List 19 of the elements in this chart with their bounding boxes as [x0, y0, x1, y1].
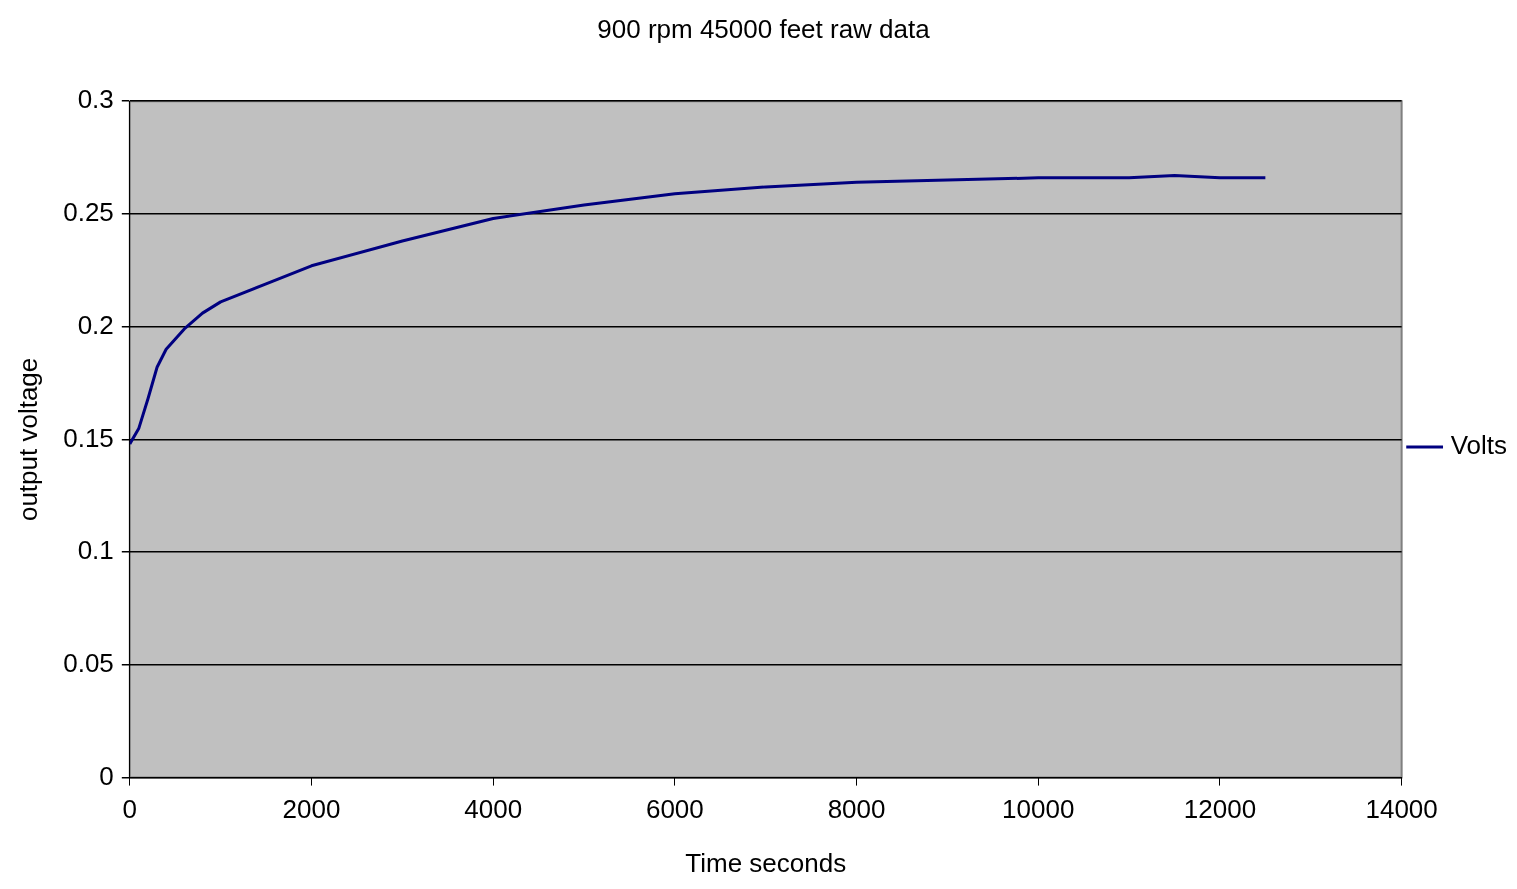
x-tick-label: 14000 — [1365, 794, 1438, 825]
x-tick-label: 2000 — [282, 794, 341, 825]
y-axis-title: output voltage — [12, 357, 43, 522]
y-tick-label: 0.15 — [63, 422, 114, 453]
y-tick-label: 0.3 — [77, 84, 114, 115]
x-tick-label: 10000 — [1002, 794, 1075, 825]
x-tick-label: 0 — [122, 794, 138, 825]
y-tick-label: 0.25 — [63, 197, 114, 228]
x-tick-label: 4000 — [464, 794, 523, 825]
y-tick-label: 0.2 — [77, 309, 114, 340]
x-tick-label: 8000 — [827, 794, 886, 825]
chart-title: 900 rpm 45000 feet raw data — [597, 13, 931, 44]
x-tick-label: 6000 — [645, 794, 704, 825]
x-tick-label: 12000 — [1183, 794, 1257, 825]
y-tick-label: 0 — [99, 760, 114, 791]
x-axis-title: Time seconds — [685, 847, 847, 878]
y-tick-label: 0.05 — [63, 648, 114, 679]
y-tick-label: 0.1 — [77, 535, 114, 566]
legend-label: Volts — [1450, 430, 1508, 461]
